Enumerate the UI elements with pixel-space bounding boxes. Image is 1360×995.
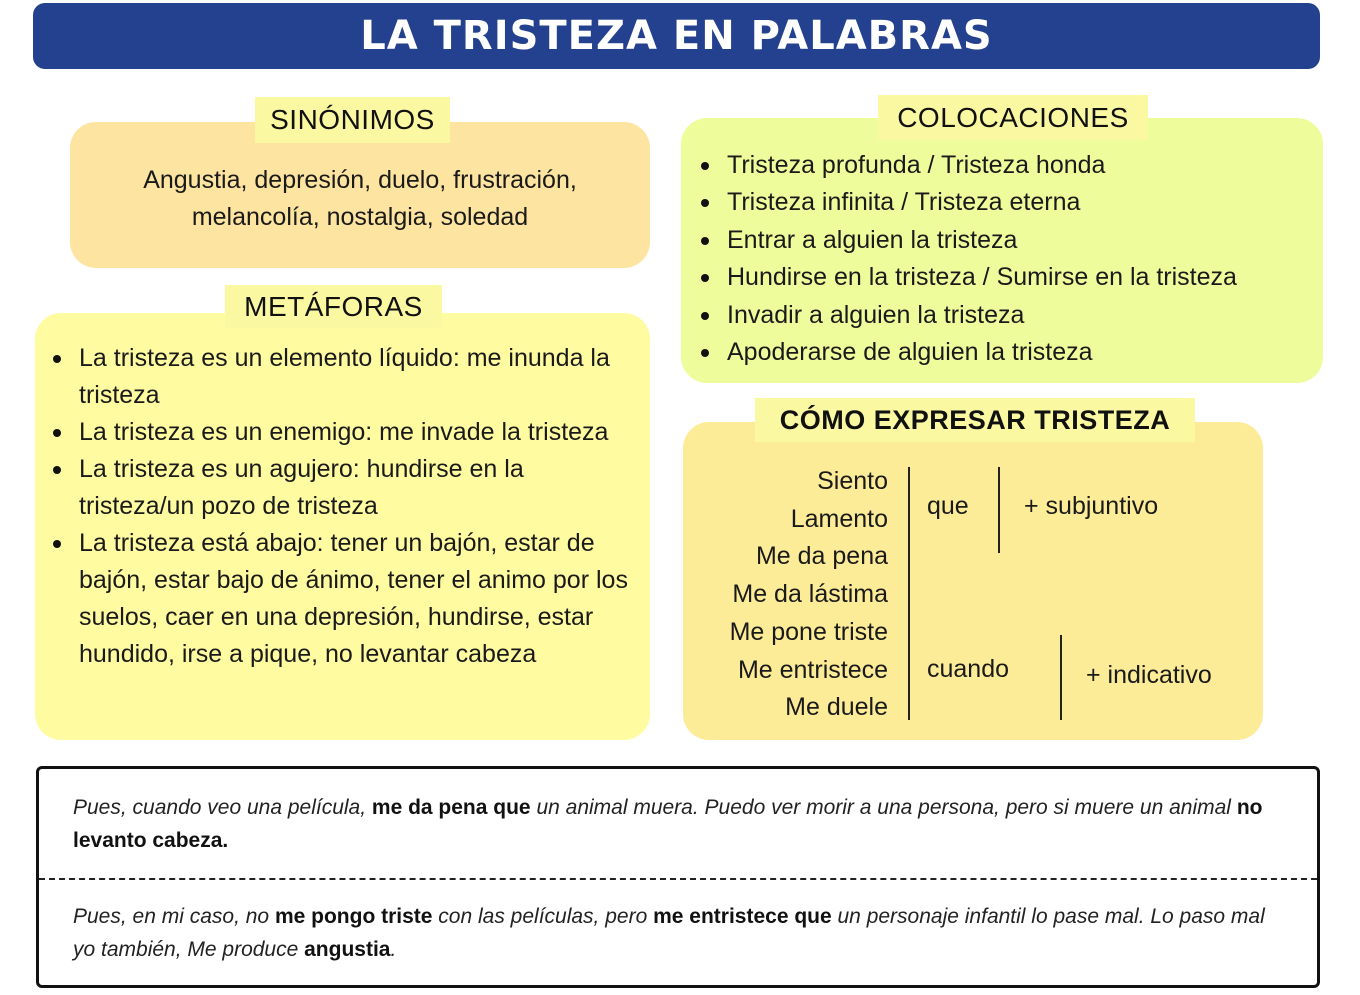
metaforas-label: METÁFORAS: [225, 285, 442, 328]
que-text: que: [927, 492, 969, 520]
subjuntivo-text: + subjuntivo: [1024, 492, 1159, 520]
sinonimos-line: melancolía, nostalgia, soledad: [191, 203, 529, 231]
metaforas-box: La tristeza es un elemento líquido: me i…: [35, 313, 650, 740]
examples-box: Pues, cuando veo una película, me da pen…: [36, 766, 1320, 988]
divider: [1060, 635, 1062, 720]
colocaciones-box: Tristeza profunda / Tristeza honda Triste…: [681, 118, 1323, 383]
verb-phrase: Me entristece: [737, 655, 888, 684]
divider: [998, 467, 1000, 553]
page-title: LA TRISTEZA EN PALABRAS: [33, 3, 1320, 69]
colocaciones-label: COLOCACIONES: [878, 95, 1148, 140]
example-text: Pues, cuando veo una película,: [73, 796, 372, 819]
sinonimos-line: Angustia, depresión, duelo, frustración,: [143, 166, 577, 194]
metafora-item: La tristeza es un agujero: hundirse en l…: [35, 451, 635, 525]
cuando-text: cuando: [927, 655, 1010, 683]
expresar-label: CÓMO EXPRESAR TRISTEZA: [755, 398, 1195, 442]
example-2: Pues, en mi caso, no me pongo triste con…: [73, 900, 1283, 966]
colocacion-item: Entrar a alguien la tristeza: [683, 222, 1323, 259]
verb-phrase: Me duele: [785, 693, 888, 722]
highlighted-phrase: me pongo triste: [274, 905, 433, 928]
example-text: .: [390, 938, 397, 961]
colocacion-item: Tristeza infinita / Tristeza eterna: [683, 184, 1323, 221]
metafora-item: La tristeza es un enemigo: me invade la …: [35, 414, 635, 451]
indicativo-text: + indicativo: [1086, 661, 1212, 689]
verb-phrase: Siento: [817, 467, 888, 495]
example-text: Pues, en mi caso, no: [73, 905, 275, 928]
colocacion-item: Hundirse en la tristeza / Sumirse en la …: [683, 259, 1323, 296]
sinonimos-box: Angustia, depresión, duelo, frustración,…: [70, 122, 650, 268]
highlighted-phrase: no levanto cabeza.: [73, 796, 1263, 852]
highlighted-phrase: me entristece que: [653, 905, 832, 928]
example-text: un animal muera. Puedo ver morir a una p…: [530, 796, 1237, 819]
expresar-box: Siento Lamento Me da pena Me da lástima Me p…: [683, 422, 1263, 740]
highlighted-phrase: angustia: [304, 938, 391, 961]
example-text: con las películas, pero: [432, 905, 654, 928]
verb-phrase: Me da lástima: [732, 580, 888, 609]
verb-phrase: Me pone triste: [729, 617, 888, 646]
dashed-divider: [39, 878, 1317, 880]
verb-phrase: Lamento: [790, 504, 888, 533]
colocacion-item: Apoderarse de alguien la tristeza: [683, 334, 1323, 371]
divider: [908, 467, 910, 720]
example-1: Pues, cuando veo una película, me da pen…: [73, 791, 1283, 857]
sinonimos-label: SINÓNIMOS: [255, 97, 450, 143]
verb-phrase: Me da pena: [755, 542, 888, 571]
highlighted-phrase: me da pena que: [371, 796, 531, 819]
metafora-item: La tristeza es un elemento líquido: me i…: [35, 340, 635, 414]
colocacion-item: Tristeza profunda / Tristeza honda: [683, 147, 1323, 184]
example-text: un personaje infantil lo pase mal. Lo pa…: [73, 905, 1265, 961]
metafora-item: La tristeza está abajo: tener un bajón, …: [35, 525, 635, 673]
colocacion-item: Invadir a alguien la tristeza: [683, 297, 1323, 334]
